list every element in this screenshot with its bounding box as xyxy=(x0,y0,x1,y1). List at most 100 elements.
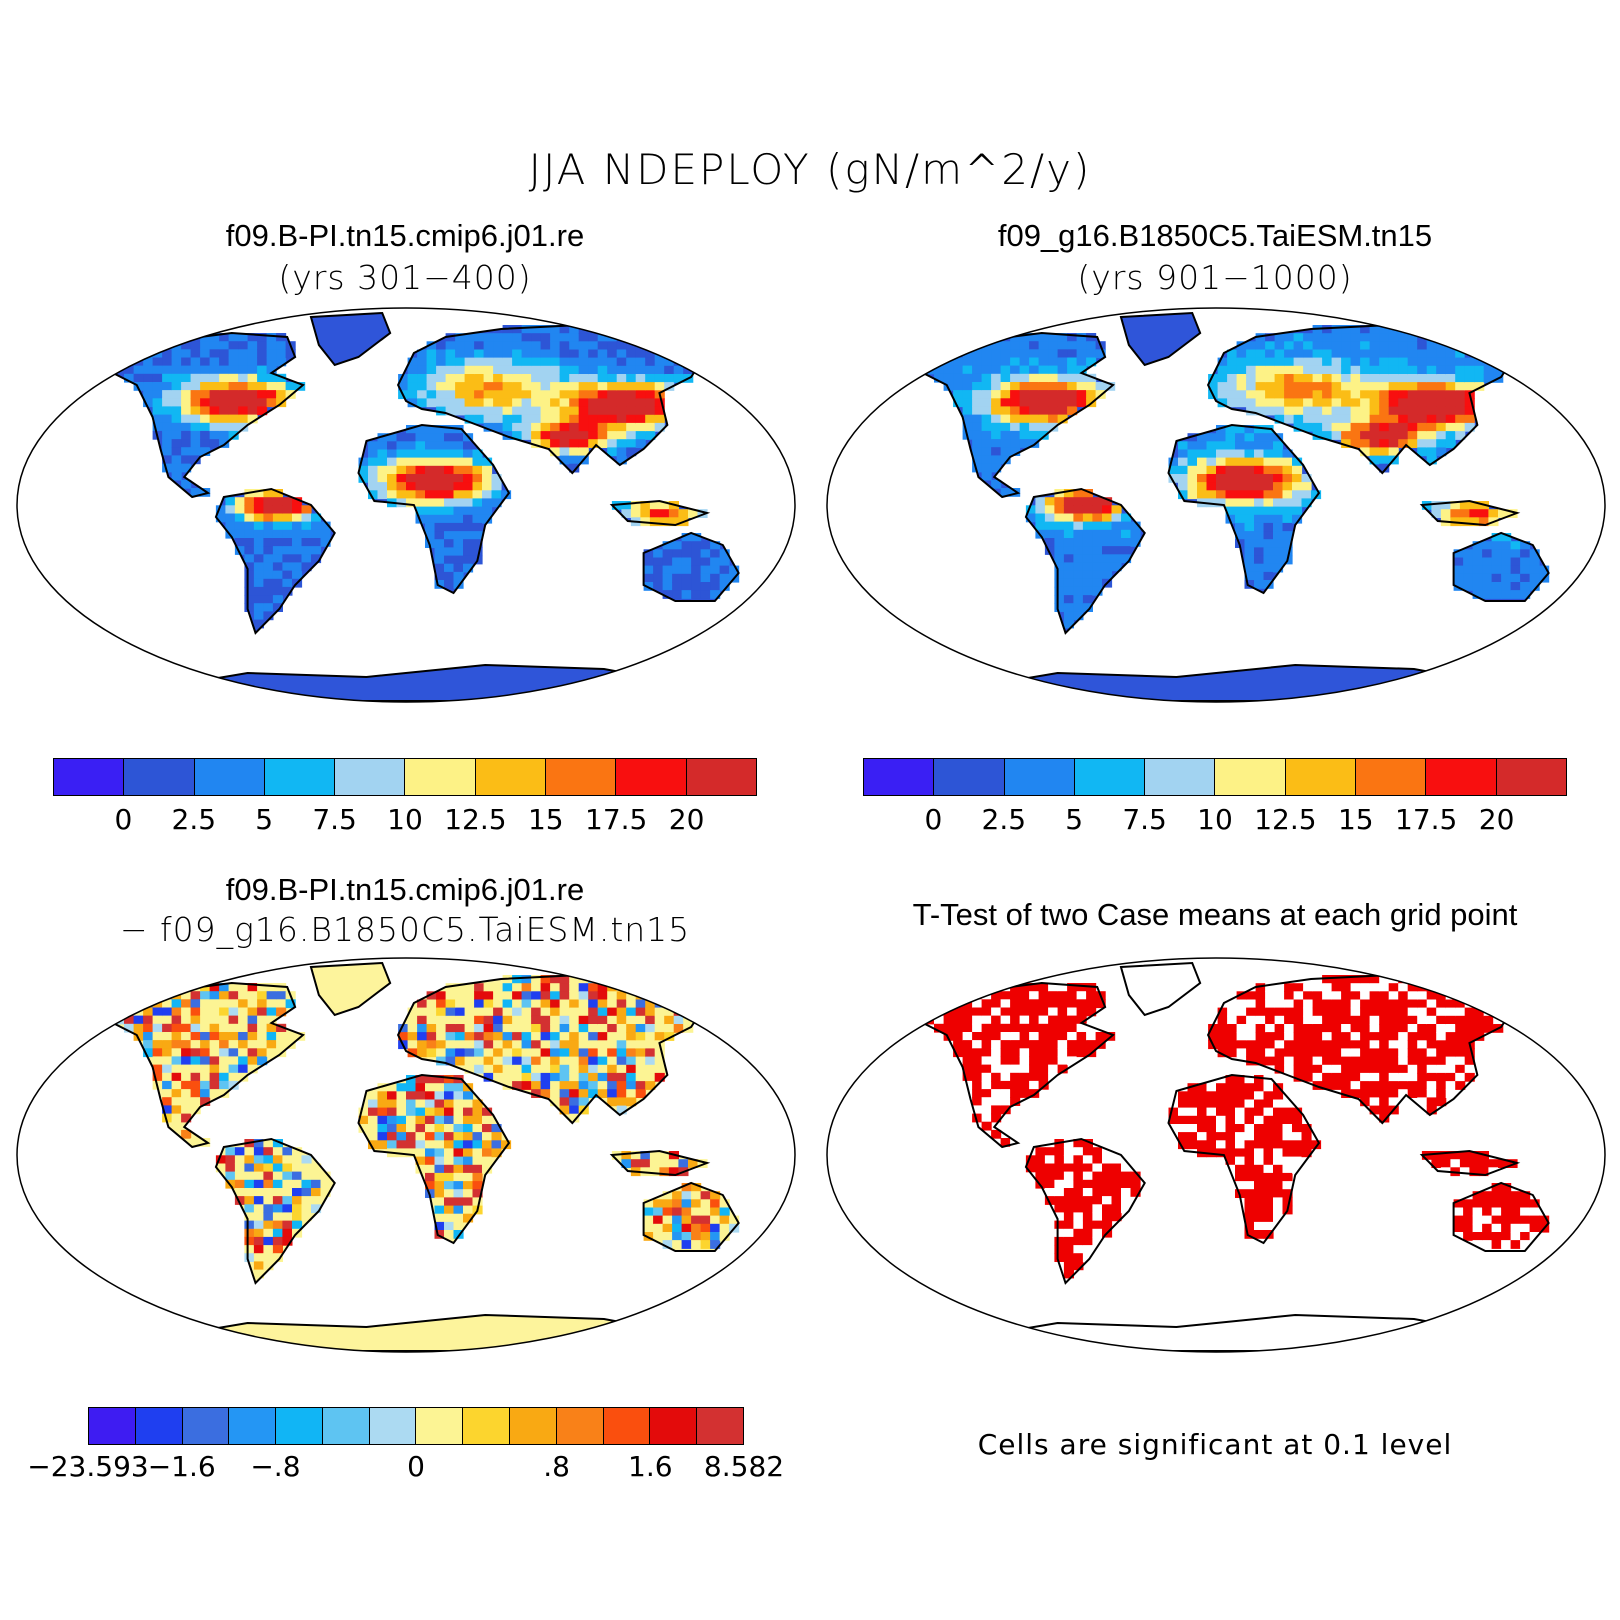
grid-cell xyxy=(209,414,220,424)
grid-cell xyxy=(1474,357,1485,367)
grid-cell xyxy=(1472,1215,1483,1225)
grid-cell xyxy=(597,374,608,383)
grid-cell xyxy=(550,390,561,400)
grid-cell xyxy=(1292,1140,1303,1150)
grid-cell xyxy=(1092,546,1103,555)
grid-cell xyxy=(1274,414,1285,424)
grid-cell xyxy=(1417,447,1428,457)
grid-cell xyxy=(521,333,532,342)
grid-cell xyxy=(1274,374,1285,383)
grid-cell xyxy=(550,1040,561,1050)
grid-cell xyxy=(719,582,730,591)
grid-cell xyxy=(1038,1040,1049,1049)
grid-cell xyxy=(512,406,523,416)
grid-cell xyxy=(377,482,388,491)
grid-cell xyxy=(407,374,418,383)
grid-cell xyxy=(1303,1048,1314,1058)
grid-cell xyxy=(981,455,992,465)
grid-cell xyxy=(152,414,163,424)
grid-cell xyxy=(597,422,608,432)
grid-cell xyxy=(425,1083,436,1092)
grid-cell xyxy=(512,1024,523,1033)
grid-cell xyxy=(1000,1097,1011,1106)
grid-cell xyxy=(1293,1032,1304,1041)
grid-cell xyxy=(417,1040,428,1050)
grid-cell xyxy=(681,533,692,542)
grid-cell xyxy=(152,1032,163,1041)
grid-cell xyxy=(1360,1048,1371,1058)
grid-cell xyxy=(1244,1099,1255,1109)
grid-cell xyxy=(962,1023,973,1033)
grid-cell xyxy=(434,474,445,483)
grid-cell xyxy=(398,382,409,391)
grid-cell xyxy=(272,1188,283,1197)
grid-cell xyxy=(1388,365,1399,375)
grid-cell xyxy=(688,1159,699,1168)
grid-cell xyxy=(1436,382,1447,391)
grid-cell xyxy=(209,430,220,440)
grid-cell xyxy=(387,441,398,451)
grid-cell xyxy=(1388,1097,1399,1107)
grid-cell xyxy=(512,374,523,383)
grid-cell xyxy=(1293,349,1304,359)
grid-cell xyxy=(1360,1024,1371,1033)
grid-cell xyxy=(1048,406,1059,416)
grid-cell xyxy=(1303,349,1314,359)
grid-cell xyxy=(691,1191,702,1200)
grid-cell xyxy=(434,1091,445,1101)
grid-cell xyxy=(1130,1179,1141,1189)
grid-cell xyxy=(1388,447,1399,457)
grid-cell xyxy=(474,390,485,400)
grid-cell xyxy=(1265,1024,1276,1033)
grid-cell xyxy=(1063,1253,1074,1262)
grid-cell xyxy=(482,1156,493,1166)
grid-cell xyxy=(1244,1148,1255,1158)
grid-cell xyxy=(1284,406,1295,416)
grid-cell xyxy=(616,1064,627,1074)
grid-cell xyxy=(1082,521,1093,531)
grid-cell xyxy=(1529,549,1540,559)
grid-cell xyxy=(569,1105,580,1115)
grid-cell xyxy=(272,1228,283,1238)
grid-cell xyxy=(1067,398,1078,408)
grid-cell xyxy=(453,1221,464,1231)
grid-cell xyxy=(219,398,230,408)
grid-cell xyxy=(1282,1164,1293,1174)
grid-cell xyxy=(588,1072,599,1082)
grid-cell xyxy=(263,1196,274,1205)
grid-cell xyxy=(616,439,627,448)
grid-cell xyxy=(444,531,455,540)
grid-cell xyxy=(664,374,675,383)
grid-cell xyxy=(512,357,523,367)
grid-cell xyxy=(972,373,983,383)
grid-cell xyxy=(588,999,599,1009)
grid-cell xyxy=(1350,333,1361,342)
grid-cell xyxy=(1216,1124,1227,1133)
grid-cell xyxy=(691,557,702,567)
grid-cell xyxy=(1244,457,1255,467)
grid-cell xyxy=(181,357,192,367)
grid-cell xyxy=(1341,325,1352,334)
grid-cell xyxy=(1407,333,1418,342)
grid-cell xyxy=(253,1171,264,1181)
grid-cell xyxy=(1092,1196,1103,1205)
grid-cell xyxy=(991,1007,1002,1017)
grid-cell xyxy=(1282,1099,1293,1109)
grid-cell xyxy=(200,1138,211,1147)
grid-cell xyxy=(559,398,570,408)
grid-cell xyxy=(425,1115,436,1125)
grid-cell xyxy=(1082,497,1093,506)
grid-cell xyxy=(1303,414,1314,424)
grid-cell xyxy=(1255,341,1266,351)
grid-cell xyxy=(540,349,551,359)
grid-cell xyxy=(1322,1040,1333,1050)
grid-cell xyxy=(616,1056,627,1066)
grid-cell xyxy=(272,595,283,604)
grid-cell xyxy=(228,406,239,416)
grid-cell xyxy=(1436,1056,1447,1066)
grid-cell xyxy=(1491,549,1502,559)
grid-cell xyxy=(1216,425,1227,434)
grid-cell xyxy=(1044,1155,1055,1165)
grid-cell xyxy=(247,365,258,375)
grid-cell xyxy=(597,325,608,334)
